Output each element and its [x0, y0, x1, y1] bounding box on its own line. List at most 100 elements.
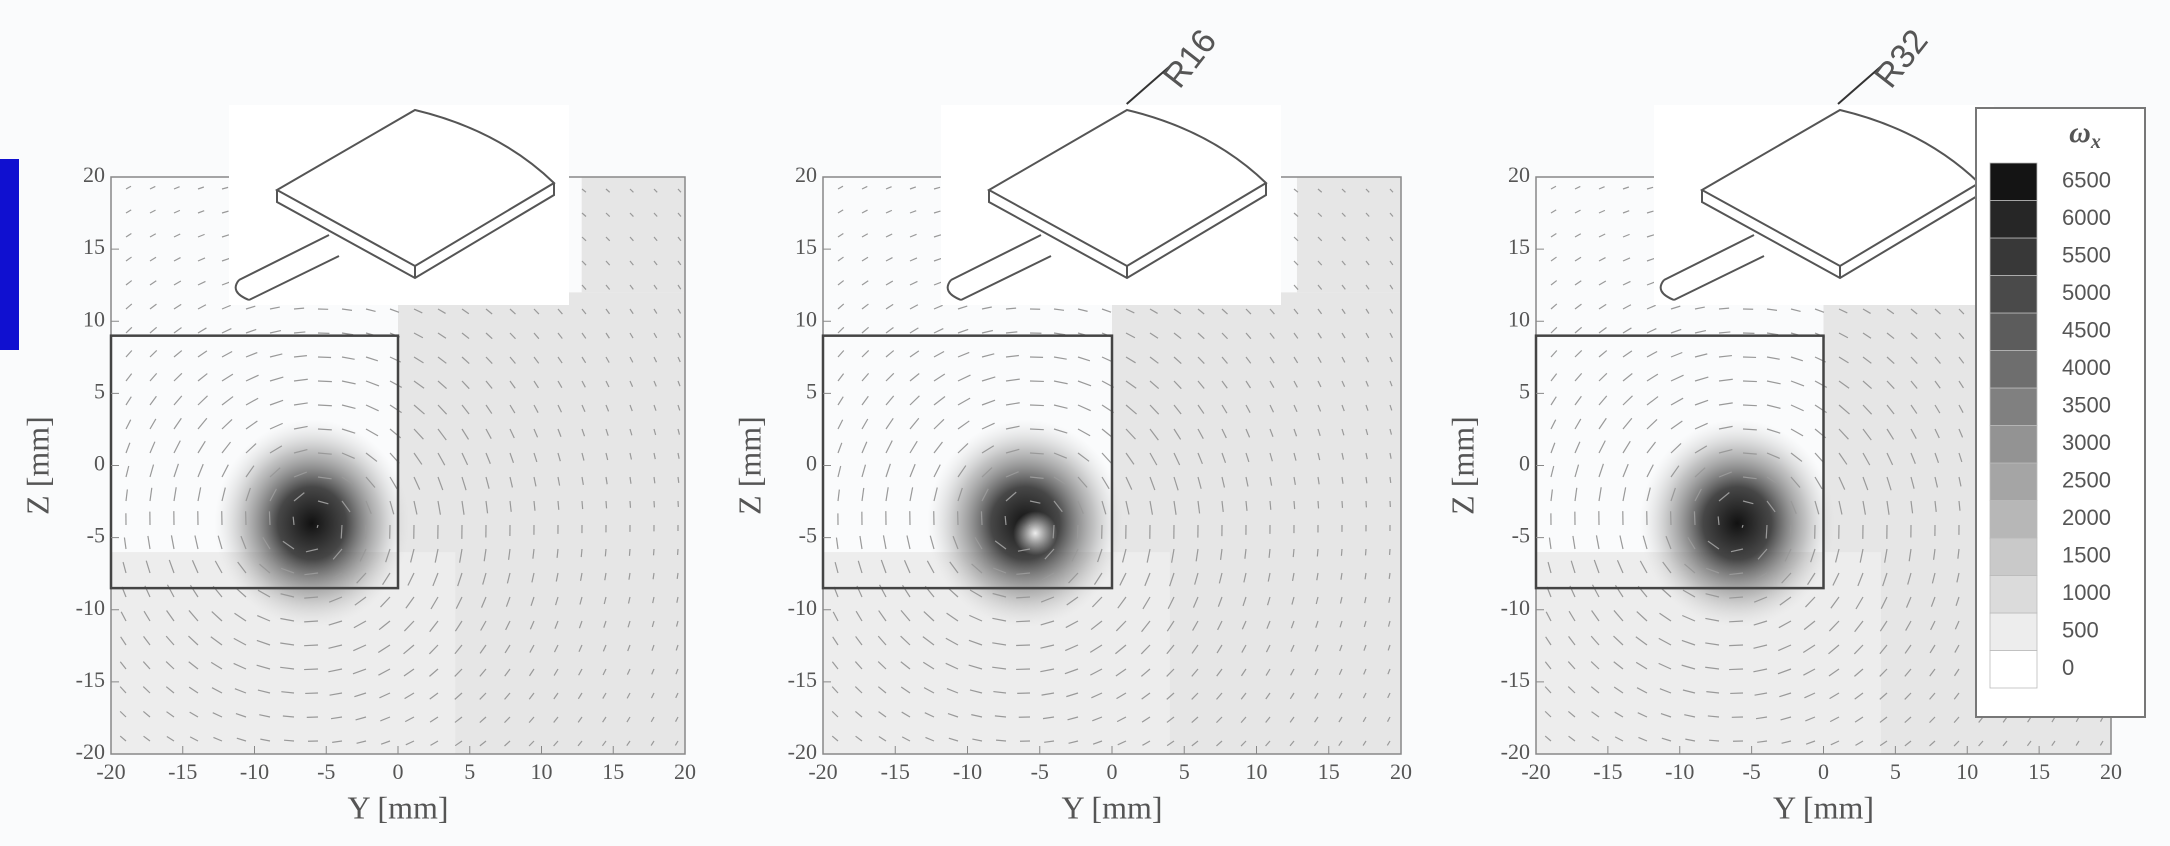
vector [280, 642, 295, 646]
vector [1341, 404, 1345, 412]
vector [1754, 692, 1768, 696]
vector [461, 356, 470, 364]
vector [256, 664, 271, 670]
vector [933, 327, 944, 334]
vector [1125, 428, 1136, 440]
vector [1670, 420, 1683, 430]
vector [1192, 620, 1199, 631]
vector [173, 280, 182, 286]
vector [1173, 404, 1182, 415]
vector [211, 687, 223, 694]
colorbar-label: 5000 [2062, 280, 2111, 305]
vector [356, 740, 367, 744]
vector [125, 326, 133, 334]
vector [1694, 445, 1708, 454]
colorbar-title: ωx [2069, 116, 2101, 153]
vector [1544, 686, 1552, 694]
vector [1005, 307, 1017, 310]
vector [1265, 740, 1271, 747]
vector [1687, 536, 1696, 550]
vector [317, 500, 329, 505]
vector [173, 463, 179, 478]
vector [260, 738, 271, 742]
vector [1194, 572, 1199, 585]
x-tick-label: -15 [881, 759, 910, 784]
vector [929, 535, 935, 550]
vector [1338, 668, 1343, 675]
vector [1781, 572, 1792, 584]
vector [1779, 596, 1792, 606]
vector [1662, 561, 1672, 574]
vector [994, 715, 1007, 718]
vector [1240, 668, 1247, 677]
vector [485, 500, 489, 514]
vector [1590, 686, 1600, 694]
vector [430, 740, 439, 746]
vector [221, 186, 229, 190]
vector [1142, 740, 1151, 746]
vector [577, 740, 583, 747]
vector [1670, 305, 1681, 310]
vector [861, 441, 868, 454]
colorbar-label: 1000 [2062, 580, 2111, 605]
vector [831, 661, 839, 670]
colorbar-level [1989, 387, 2038, 426]
vector [1958, 308, 1965, 315]
vector [292, 516, 295, 526]
vector [900, 610, 911, 622]
vector [173, 350, 183, 358]
vector [1386, 740, 1391, 746]
vector [1929, 668, 1936, 677]
vector [675, 692, 679, 699]
vector [259, 714, 271, 718]
y-tick-label: -15 [76, 667, 105, 692]
vector [1838, 452, 1848, 465]
vector [149, 464, 155, 478]
vector [945, 662, 959, 670]
vector [1365, 452, 1368, 460]
vector [1886, 428, 1895, 440]
vector [832, 636, 839, 646]
vector [945, 637, 959, 646]
vector [480, 596, 487, 608]
vector [437, 452, 446, 466]
vector [1269, 500, 1272, 510]
vector [1830, 740, 1840, 746]
vector [509, 332, 516, 340]
vector [437, 356, 447, 364]
vector [957, 351, 970, 358]
vector [1616, 560, 1624, 574]
vector [1317, 236, 1323, 242]
vector [461, 308, 470, 315]
vector [1742, 476, 1757, 480]
vector [1550, 209, 1557, 214]
vector [1040, 668, 1055, 673]
vector [1077, 308, 1088, 312]
vector [878, 610, 887, 622]
vector [1115, 644, 1127, 655]
vector [341, 452, 355, 459]
vortex-core [1013, 511, 1058, 556]
vector [837, 185, 844, 190]
vector [280, 666, 295, 670]
vector [1694, 399, 1709, 406]
vector [1040, 596, 1055, 603]
vector [861, 303, 869, 310]
vector [1216, 644, 1223, 654]
vector [1790, 356, 1804, 362]
vector [994, 540, 1007, 550]
vector [581, 284, 587, 290]
vector [1077, 500, 1084, 514]
vector [257, 689, 271, 694]
vector [992, 617, 1007, 622]
vector [1694, 467, 1706, 478]
vector [1140, 668, 1151, 677]
vector [1293, 212, 1299, 217]
vector [581, 404, 586, 413]
vector [903, 560, 911, 574]
vector [1754, 572, 1768, 581]
vector [629, 188, 634, 193]
vector [245, 487, 251, 502]
vector [885, 233, 893, 238]
vector [971, 714, 983, 718]
